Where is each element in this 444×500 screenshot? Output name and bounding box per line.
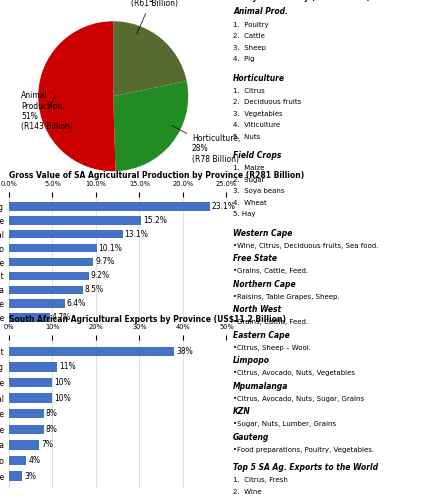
Text: 4.  Pig: 4. Pig	[233, 56, 254, 62]
Text: Gross Value of SA Agricultural Production by Province (R281 Billion): Gross Value of SA Agricultural Productio…	[9, 171, 304, 180]
Text: •Grains, Cattle, Feed.: •Grains, Cattle, Feed.	[233, 268, 308, 274]
Text: 5. Hay: 5. Hay	[233, 211, 256, 217]
Text: Northern Cape: Northern Cape	[233, 280, 296, 288]
Text: 4%: 4%	[28, 456, 40, 465]
Text: 4.  Wheat: 4. Wheat	[233, 200, 267, 205]
Text: 5.  Nuts: 5. Nuts	[233, 134, 260, 140]
Text: 1.  Citrus: 1. Citrus	[233, 88, 265, 94]
Text: 3.  Sheep: 3. Sheep	[233, 44, 266, 51]
Text: •Raisins, Table Grapes, Sheep.: •Raisins, Table Grapes, Sheep.	[233, 294, 340, 300]
Text: Gauteng: Gauteng	[233, 432, 270, 442]
Bar	[9, 472, 22, 481]
Bar	[9, 272, 89, 280]
Text: 2.  Cattle: 2. Cattle	[233, 33, 265, 39]
Text: 3%: 3%	[24, 472, 36, 480]
Text: 13.1%: 13.1%	[125, 230, 148, 239]
Text: 1.  Citrus, Fresh: 1. Citrus, Fresh	[233, 477, 288, 483]
Text: Animal
Production,
51%
(R143 Billion): Animal Production, 51% (R143 Billion)	[21, 91, 73, 132]
Text: Eastern Cape: Eastern Cape	[233, 330, 290, 340]
Text: •Wine, Citrus, Deciduous fruits, Sea food.: •Wine, Citrus, Deciduous fruits, Sea foo…	[233, 242, 378, 248]
Text: KZN: KZN	[233, 407, 251, 416]
Bar	[9, 300, 64, 308]
Text: Animal Prod.: Animal Prod.	[233, 8, 288, 16]
Bar	[9, 409, 44, 418]
Text: Top 5 SA Ag. Exports to the World: Top 5 SA Ag. Exports to the World	[233, 463, 378, 472]
Text: Horticulture: Horticulture	[233, 74, 285, 82]
Text: 1.  Maize: 1. Maize	[233, 165, 265, 171]
Text: Western Cape: Western Cape	[233, 228, 293, 237]
Text: 7%: 7%	[41, 440, 54, 450]
Text: Mpumalanga: Mpumalanga	[233, 382, 289, 390]
Text: 9.2%: 9.2%	[91, 272, 110, 280]
Text: Horticulture,
28%
(R78 Billion): Horticulture, 28% (R78 Billion)	[172, 126, 240, 164]
Bar	[9, 346, 174, 356]
Bar	[9, 230, 123, 238]
Bar	[9, 456, 26, 465]
Text: •Citrus, Avocado, Nuts, Vegetables: •Citrus, Avocado, Nuts, Vegetables	[233, 370, 355, 376]
Bar	[9, 258, 93, 266]
Bar	[9, 244, 97, 252]
Text: 8%: 8%	[46, 409, 58, 418]
Bar	[9, 216, 141, 224]
Wedge shape	[113, 81, 188, 171]
Text: 2.  Sugar: 2. Sugar	[233, 176, 265, 182]
Bar	[9, 378, 52, 387]
Text: 8.5%: 8.5%	[85, 285, 104, 294]
Bar	[9, 424, 44, 434]
Text: 4.  Viticulture: 4. Viticulture	[233, 122, 280, 128]
Text: Gross Value of South African Agricultural Production by Commodity (R281 Billion): Gross Value of South African Agricultura…	[16, 0, 370, 2]
Text: 23.1%: 23.1%	[212, 202, 235, 211]
Text: 10.1%: 10.1%	[99, 244, 123, 252]
Text: 15.2%: 15.2%	[143, 216, 167, 225]
Bar	[9, 313, 50, 322]
Text: 6.4%: 6.4%	[66, 299, 86, 308]
Text: 2.  Wine: 2. Wine	[233, 488, 262, 494]
Text: 10%: 10%	[55, 394, 71, 402]
Text: Field Crops,
22%
(R61 Billion): Field Crops, 22% (R61 Billion)	[131, 0, 178, 34]
Text: 8%: 8%	[46, 425, 58, 434]
Bar	[9, 394, 52, 403]
Text: 1.  Poultry: 1. Poultry	[233, 22, 269, 28]
Text: 9.7%: 9.7%	[95, 258, 114, 266]
Bar	[9, 286, 83, 294]
Text: •Grains, Cattle, Feed.: •Grains, Cattle, Feed.	[233, 319, 308, 325]
Wedge shape	[113, 21, 186, 96]
Text: 11%: 11%	[59, 362, 75, 372]
Bar	[9, 202, 210, 211]
Text: •Sugar, Nuts, Lumber, Grains: •Sugar, Nuts, Lumber, Grains	[233, 421, 336, 427]
Text: 10%: 10%	[55, 378, 71, 387]
Text: •Food preparations, Poultry, Vegetables.: •Food preparations, Poultry, Vegetables.	[233, 446, 374, 452]
Bar	[9, 362, 57, 372]
Text: South African Agricultural Exports by Province (US$11.2 Billion): South African Agricultural Exports by Pr…	[9, 314, 286, 324]
Text: 3.  Vegetables: 3. Vegetables	[233, 110, 283, 116]
Text: •Citrus, Avocado, Nuts, Sugar, Grains: •Citrus, Avocado, Nuts, Sugar, Grains	[233, 396, 364, 402]
Text: 2.  Deciduous fruits: 2. Deciduous fruits	[233, 99, 301, 105]
Text: 4.7%: 4.7%	[52, 313, 71, 322]
Text: Field Crops: Field Crops	[233, 151, 281, 160]
Wedge shape	[38, 21, 115, 172]
Text: 3.  Soya beans: 3. Soya beans	[233, 188, 285, 194]
Text: North West: North West	[233, 305, 281, 314]
Text: Free State: Free State	[233, 254, 277, 263]
Text: Limpopo: Limpopo	[233, 356, 270, 365]
Text: 38%: 38%	[176, 347, 193, 356]
Text: •Citrus, Sheep – Wool.: •Citrus, Sheep – Wool.	[233, 344, 311, 350]
Bar	[9, 440, 40, 450]
